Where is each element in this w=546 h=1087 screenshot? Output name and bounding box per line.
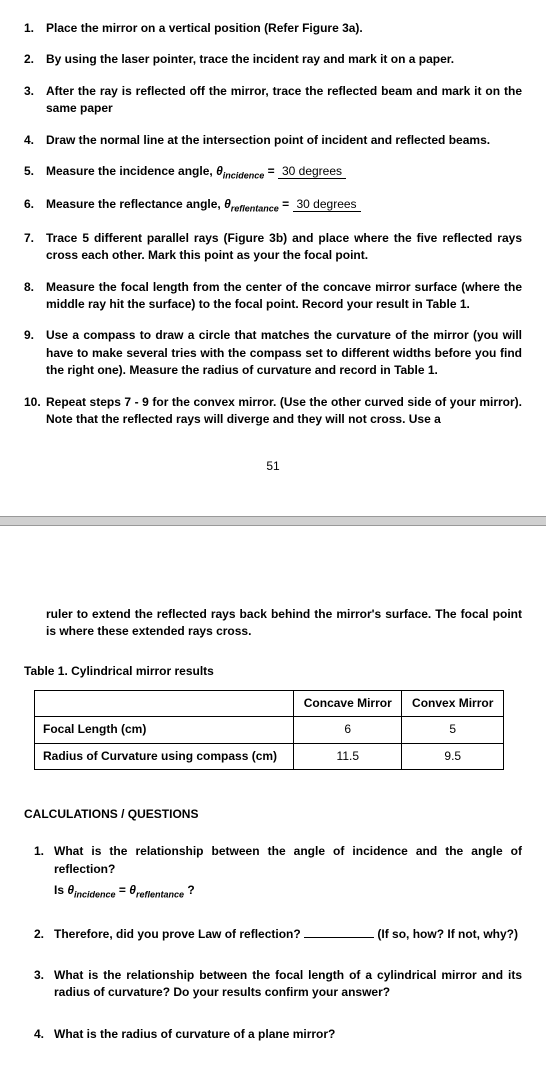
page-spacer (24, 526, 522, 606)
row-label: Radius of Curvature using compass (cm) (35, 743, 294, 769)
step-num: 5. (24, 163, 46, 180)
procedure-list: 1.Place the mirror on a vertical positio… (24, 20, 522, 428)
q-num: 4. (34, 1026, 54, 1043)
question-mark: ? (184, 883, 195, 897)
table-row: Radius of Curvature using compass (cm) 1… (35, 743, 504, 769)
q-formula: Is θincidence = θreflentance ? (54, 882, 522, 901)
step-text: Trace 5 different parallel rays (Figure … (46, 230, 522, 265)
question-4: 4.What is the radius of curvature of a p… (34, 1026, 522, 1043)
q-text: What is the radius of curvature of a pla… (54, 1026, 522, 1043)
step-9: 9.Use a compass to draw a circle that ma… (24, 327, 522, 379)
step-num: 4. (24, 132, 46, 149)
step-text: Repeat steps 7 - 9 for the convex mirror… (46, 394, 522, 429)
step-num: 10. (24, 394, 46, 411)
step-prefix: Measure the incidence angle, (46, 164, 216, 178)
theta: θ (129, 883, 136, 897)
handwritten-value: 30 degrees (278, 164, 346, 179)
table-header-row: Concave Mirror Convex Mirror (35, 690, 504, 716)
page-number: 51 (24, 458, 522, 475)
cell-concave: 11.5 (294, 743, 402, 769)
equals: = (264, 164, 278, 178)
step-2: 2.By using the laser pointer, trace the … (24, 51, 522, 68)
equals: = (279, 197, 293, 211)
theta: θ (224, 197, 231, 211)
step-8: 8.Measure the focal length from the cent… (24, 279, 522, 314)
q-suffix: (If so, how? If not, why?) (374, 927, 518, 941)
step-text: Measure the incidence angle, θincidence … (46, 163, 522, 182)
cell-convex: 9.5 (402, 743, 504, 769)
step-7: 7.Trace 5 different parallel rays (Figur… (24, 230, 522, 265)
q-text: What is the relationship between the ang… (54, 844, 522, 875)
q-text: What is the relationship between the foc… (54, 967, 522, 1002)
questions-heading: CALCULATIONS / QUESTIONS (24, 806, 522, 823)
theta-sub: reflentance (231, 204, 279, 214)
formula-prefix: Is (54, 883, 67, 897)
page-break (0, 516, 546, 526)
step-1: 1.Place the mirror on a vertical positio… (24, 20, 522, 37)
step-num: 2. (24, 51, 46, 68)
step-3: 3.After the ray is reflected off the mir… (24, 83, 522, 118)
step-num: 6. (24, 196, 46, 213)
theta-sub: incidence (74, 890, 116, 900)
q-num: 1. (34, 843, 54, 860)
question-1: 1. What is the relationship between the … (34, 843, 522, 901)
q-prefix: Therefore, did you prove Law of reflecti… (54, 927, 304, 941)
step-num: 7. (24, 230, 46, 247)
step-text: Measure the reflectance angle, θreflenta… (46, 196, 522, 215)
step-6: 6. Measure the reflectance angle, θrefle… (24, 196, 522, 215)
equals: = (116, 883, 130, 897)
step-5: 5. Measure the incidence angle, θinciden… (24, 163, 522, 182)
step-num: 1. (24, 20, 46, 37)
q-content: Therefore, did you prove Law of reflecti… (54, 926, 522, 943)
step-text: Place the mirror on a vertical position … (46, 20, 522, 37)
step-10: 10.Repeat steps 7 - 9 for the convex mir… (24, 394, 522, 429)
step-num: 3. (24, 83, 46, 100)
step-num: 9. (24, 327, 46, 344)
q-num: 3. (34, 967, 54, 984)
theta: θ (216, 164, 223, 178)
theta-sub: incidence (223, 170, 265, 180)
step-text: By using the laser pointer, trace the in… (46, 51, 522, 68)
fill-blank (304, 927, 374, 938)
table-caption: Table 1. Cylindrical mirror results (24, 663, 522, 680)
header-convex: Convex Mirror (402, 690, 504, 716)
row-label: Focal Length (cm) (35, 717, 294, 743)
step-10-continuation: ruler to extend the reflected rays back … (46, 606, 522, 641)
step-text: Use a compass to draw a circle that matc… (46, 327, 522, 379)
handwritten-value: 30 degrees (293, 197, 361, 212)
step-text: Draw the normal line at the intersection… (46, 132, 522, 149)
table-row: Focal Length (cm) 6 5 (35, 717, 504, 743)
step-4: 4.Draw the normal line at the intersecti… (24, 132, 522, 149)
step-text: After the ray is reflected off the mirro… (46, 83, 522, 118)
q-num: 2. (34, 926, 54, 943)
cell-concave: 6 (294, 717, 402, 743)
questions-list: 1. What is the relationship between the … (34, 843, 522, 1043)
header-blank (35, 690, 294, 716)
step-num: 8. (24, 279, 46, 296)
step-text: Measure the focal length from the center… (46, 279, 522, 314)
q-content: What is the relationship between the ang… (54, 843, 522, 901)
results-table: Concave Mirror Convex Mirror Focal Lengt… (34, 690, 504, 770)
theta-sub: reflentance (136, 890, 184, 900)
question-2: 2. Therefore, did you prove Law of refle… (34, 926, 522, 943)
step-prefix: Measure the reflectance angle, (46, 197, 224, 211)
header-concave: Concave Mirror (294, 690, 402, 716)
cell-convex: 5 (402, 717, 504, 743)
question-3: 3.What is the relationship between the f… (34, 967, 522, 1002)
